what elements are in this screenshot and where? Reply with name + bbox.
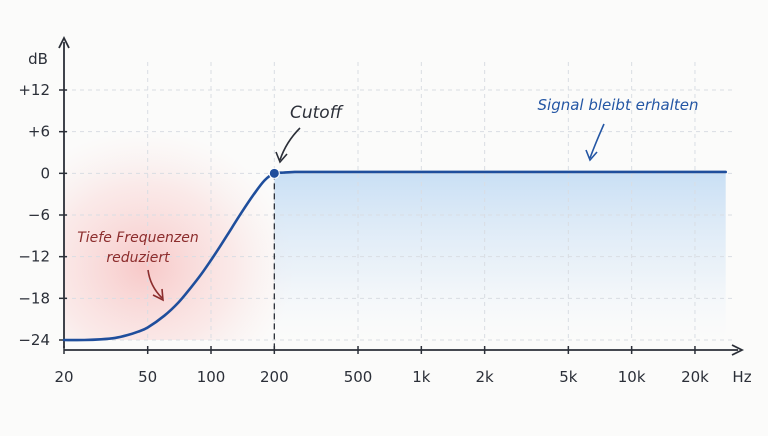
passband-arrow (589, 123, 605, 159)
y-tick-label: +12 (18, 81, 50, 99)
x-tick-label: 50 (138, 368, 157, 386)
x-tick-label: 10k (618, 368, 646, 386)
x-tick-label: 100 (197, 368, 226, 386)
x-tick-label: 1k (412, 368, 431, 386)
y-tick-label: −18 (18, 289, 50, 307)
cutoff-point (268, 167, 280, 179)
x-tick-label: 200 (260, 368, 289, 386)
axes-layer: 20 50 100 200 500 1k 2k 5k 10k 20k +12 +6 0 −6 −12 −18 −… (18, 35, 752, 386)
reduced-annotation-line: reduziert (106, 250, 170, 266)
cutoff-arrow-head (275, 151, 288, 164)
x-tick-label: 20k (681, 368, 709, 386)
passband-region (274, 171, 726, 340)
y-tick-label: +6 (28, 123, 50, 141)
cutoff-label: Cutoff (290, 103, 344, 123)
x-axis-label: Hz (732, 368, 751, 386)
y-tick-label: −24 (18, 331, 50, 349)
x-tick-label: 20 (54, 368, 73, 386)
y-axis-label: dB (28, 50, 48, 68)
annotation-layer: Cutoff Signal bleibt erhalten Tiefe Freque… (77, 96, 699, 302)
curve-layer (62, 167, 727, 350)
passband-annotation: Signal bleibt erhalten (538, 96, 699, 114)
y-axis-arrow (58, 35, 70, 49)
x-axis-arrow (731, 344, 745, 356)
reduced-region (64, 130, 295, 340)
cutoff-arrow (279, 127, 301, 161)
reduced-arrow (147, 269, 163, 299)
x-tick-label: 2k (476, 368, 495, 386)
y-tick-label: 0 (40, 164, 50, 182)
y-tick-label: −6 (28, 206, 50, 224)
passband-arrow-head (585, 149, 598, 162)
reduced-annotation-line: Tiefe Frequenzen (77, 230, 199, 246)
x-tick-label: 5k (559, 368, 578, 386)
x-tick-label: 500 (344, 368, 373, 386)
y-tick-label: −12 (18, 248, 50, 266)
reduced-arrow-head (152, 288, 164, 302)
response-curve (62, 170, 727, 342)
